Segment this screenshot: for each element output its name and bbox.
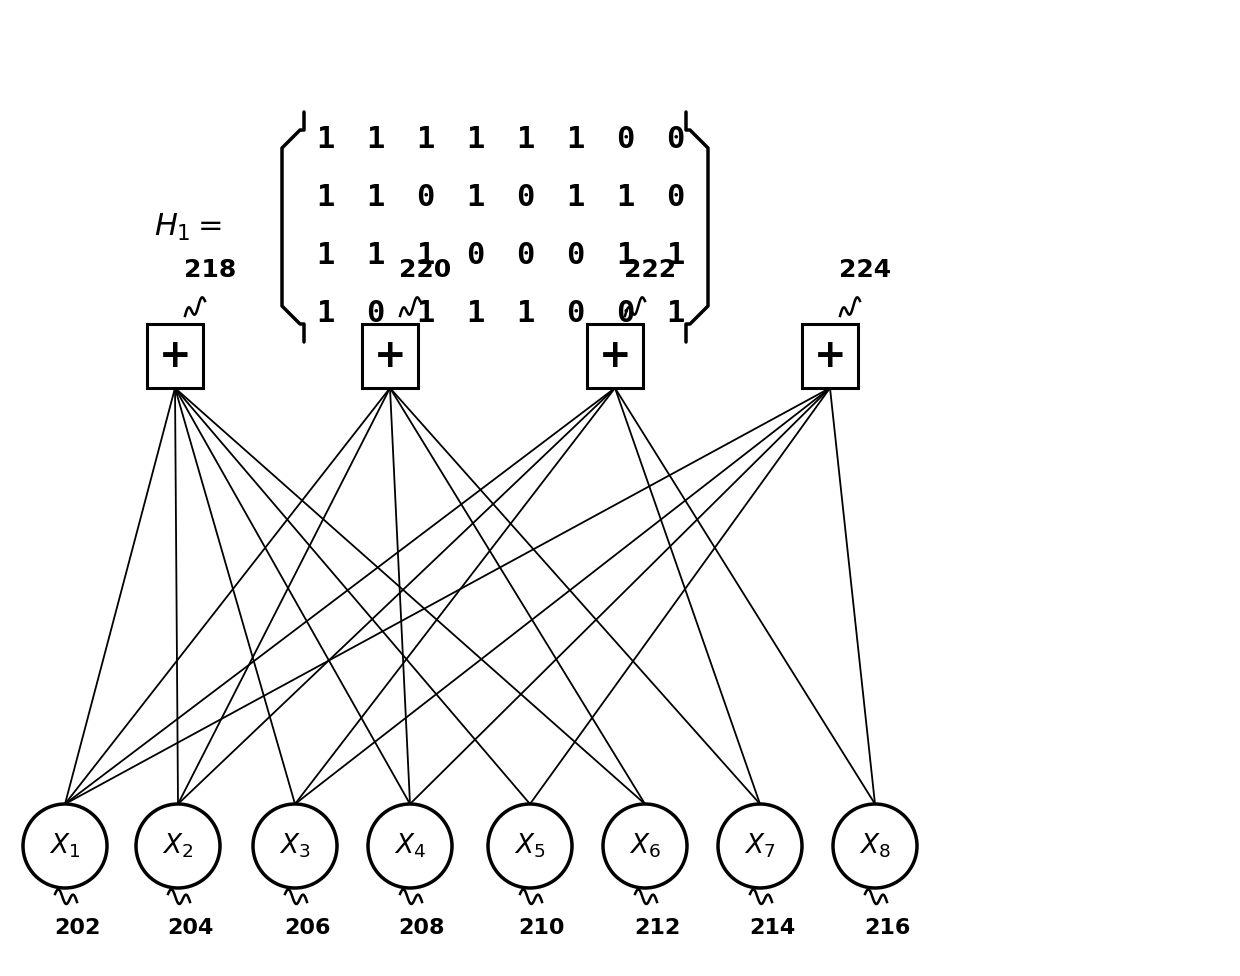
- Text: 204: 204: [167, 918, 213, 938]
- Text: +: +: [599, 337, 631, 375]
- Text: 1: 1: [366, 241, 384, 270]
- Text: 0: 0: [666, 183, 684, 213]
- Text: +: +: [159, 337, 191, 375]
- Text: 1: 1: [466, 126, 484, 154]
- Ellipse shape: [24, 804, 107, 888]
- Text: 0: 0: [616, 300, 634, 329]
- Text: 1: 1: [516, 126, 534, 154]
- Text: 0: 0: [415, 183, 434, 213]
- Text: 214: 214: [749, 918, 795, 938]
- Text: 220: 220: [399, 258, 451, 282]
- Text: 0: 0: [466, 241, 484, 270]
- FancyBboxPatch shape: [148, 324, 203, 388]
- Text: 1: 1: [316, 241, 335, 270]
- Text: 0: 0: [516, 183, 534, 213]
- Text: 224: 224: [839, 258, 892, 282]
- Text: 1: 1: [565, 126, 584, 154]
- Text: 0: 0: [565, 300, 584, 329]
- Text: 210: 210: [518, 918, 565, 938]
- Text: 1: 1: [415, 241, 434, 270]
- Text: 1: 1: [616, 183, 634, 213]
- Text: 0: 0: [666, 126, 684, 154]
- Text: $X_1$: $X_1$: [50, 832, 81, 860]
- Text: $X_2$: $X_2$: [162, 832, 193, 860]
- Text: 0: 0: [516, 241, 534, 270]
- Text: 1: 1: [666, 300, 684, 329]
- Text: 1: 1: [415, 300, 434, 329]
- Text: 1: 1: [366, 183, 384, 213]
- Text: 218: 218: [184, 258, 236, 282]
- Text: $X_5$: $X_5$: [515, 832, 546, 860]
- Text: 216: 216: [864, 918, 910, 938]
- Text: $X_3$: $X_3$: [279, 832, 311, 860]
- Text: 1: 1: [516, 300, 534, 329]
- Ellipse shape: [136, 804, 219, 888]
- FancyBboxPatch shape: [802, 324, 858, 388]
- Text: 1: 1: [616, 241, 634, 270]
- Text: 1: 1: [366, 126, 384, 154]
- Text: 1: 1: [666, 241, 684, 270]
- Ellipse shape: [368, 804, 453, 888]
- Ellipse shape: [489, 804, 572, 888]
- Text: $X_7$: $X_7$: [744, 832, 776, 860]
- Text: 0: 0: [366, 300, 384, 329]
- FancyBboxPatch shape: [362, 324, 418, 388]
- FancyBboxPatch shape: [587, 324, 644, 388]
- Text: +: +: [373, 337, 407, 375]
- Ellipse shape: [718, 804, 802, 888]
- Text: 1: 1: [316, 300, 335, 329]
- Text: 0: 0: [565, 241, 584, 270]
- Text: 1: 1: [316, 126, 335, 154]
- Ellipse shape: [833, 804, 918, 888]
- Ellipse shape: [603, 804, 687, 888]
- Text: +: +: [813, 337, 847, 375]
- Text: 212: 212: [634, 918, 680, 938]
- Text: 208: 208: [399, 918, 445, 938]
- Text: 1: 1: [466, 183, 484, 213]
- Text: 1: 1: [466, 300, 484, 329]
- Text: 1: 1: [316, 183, 335, 213]
- Text: 0: 0: [616, 126, 634, 154]
- Text: $H_1=$: $H_1=$: [154, 212, 222, 243]
- Text: 222: 222: [624, 258, 676, 282]
- Text: $X_4$: $X_4$: [394, 832, 427, 860]
- Text: 202: 202: [53, 918, 100, 938]
- Text: 1: 1: [415, 126, 434, 154]
- Text: 206: 206: [284, 918, 330, 938]
- Text: $X_6$: $X_6$: [629, 832, 661, 860]
- Text: $X_8$: $X_8$: [859, 832, 890, 860]
- Text: 1: 1: [565, 183, 584, 213]
- Ellipse shape: [253, 804, 337, 888]
